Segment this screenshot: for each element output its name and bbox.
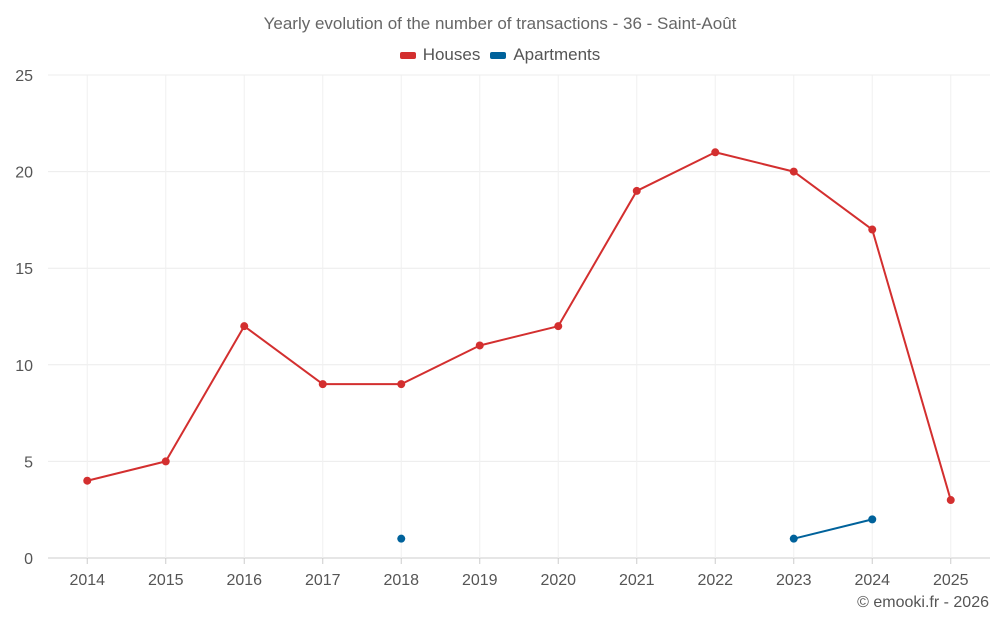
- data-point-houses: [946, 496, 955, 505]
- x-tick-label: 2014: [69, 572, 105, 589]
- data-point-houses: [711, 148, 720, 157]
- x-tick-label: 2019: [462, 572, 498, 589]
- data-point-houses: [475, 341, 484, 350]
- x-tick-label: 2020: [540, 572, 576, 589]
- x-tick-label: 2016: [226, 572, 262, 589]
- x-tick-label: 2023: [776, 572, 812, 589]
- legend-item-houses[interactable]: Houses: [399, 45, 481, 65]
- legend-swatch-houses: [399, 51, 416, 59]
- x-tick-label: 2021: [619, 572, 655, 589]
- data-point-houses: [632, 186, 641, 195]
- data-point-apartments: [397, 534, 406, 543]
- data-point-houses: [554, 322, 563, 331]
- data-point-apartments: [868, 515, 877, 524]
- series-line-houses: [87, 151, 952, 501]
- data-point-houses: [83, 476, 92, 485]
- x-axis: 2014 2015 2016 2017 2018 2019 2020 2021 2022 2023…: [69, 558, 969, 589]
- legend-label-houses: Houses: [422, 45, 481, 64]
- x-tick-label: 2025: [933, 572, 969, 589]
- credit: © emooki.fr - 2026: [857, 594, 989, 611]
- x-tick-label: 2022: [697, 572, 733, 589]
- x-tick-label: 2018: [383, 572, 419, 589]
- data-point-houses: [161, 457, 170, 466]
- legend: Houses Apartments: [0, 45, 1000, 65]
- series-layer: [83, 148, 955, 543]
- y-tick-label: 0: [24, 551, 33, 568]
- data-point-houses: [240, 322, 249, 331]
- x-tick-label: 2015: [148, 572, 184, 589]
- x-tick-label: 2024: [854, 572, 890, 589]
- y-tick-label: 5: [24, 454, 33, 471]
- legend-swatch-apartments: [490, 51, 507, 59]
- data-point-houses: [789, 167, 798, 176]
- data-point-houses: [868, 225, 877, 234]
- grid-lines: [48, 74, 990, 559]
- series-line-apartments: [793, 518, 873, 540]
- chart-title: Yearly evolution of the number of transa…: [263, 14, 737, 33]
- legend-label-apartments: Apartments: [513, 45, 601, 64]
- data-point-houses: [318, 380, 327, 389]
- y-tick-label: 15: [15, 261, 33, 278]
- y-axis: 0 5 10 15 20 25: [15, 68, 33, 568]
- y-tick-label: 10: [15, 358, 33, 375]
- data-point-apartments: [789, 534, 798, 543]
- y-tick-label: 25: [15, 68, 33, 85]
- data-point-houses: [397, 380, 406, 389]
- y-tick-label: 20: [15, 165, 33, 182]
- x-tick-label: 2017: [305, 572, 341, 589]
- legend-item-apartments[interactable]: Apartments: [490, 45, 600, 65]
